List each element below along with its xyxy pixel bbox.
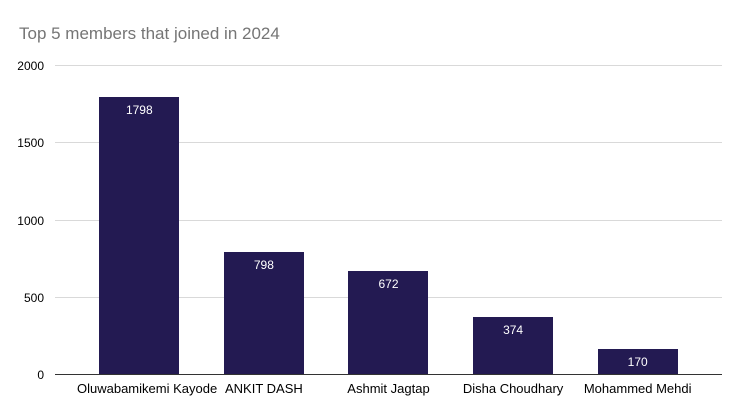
x-axis-category-label: Oluwabamikemi Kayode [77, 381, 218, 396]
gridline [55, 142, 722, 144]
y-axis-tick-label: 500 [23, 290, 44, 305]
bar-slot: 374 [451, 66, 576, 375]
x-axis-baseline [55, 374, 722, 375]
y-axis-tick-label: 1500 [17, 136, 44, 151]
bar-value-label: 1798 [125, 103, 153, 118]
bar-3[interactable]: 672 [348, 271, 429, 375]
chart-title: Top 5 members that joined in 2024 [19, 24, 280, 43]
bar-1[interactable]: 1798 [99, 97, 180, 375]
bar-value-label: 374 [503, 323, 524, 338]
x-axis-labels: Oluwabamikemi Kayode ANKIT DASH Ashmit Jag… [55, 381, 722, 396]
gridline [55, 65, 722, 66]
bar-slot: 170 [575, 66, 700, 375]
gridline [55, 219, 722, 221]
bar-slot: 672 [326, 66, 451, 375]
plot-area: 0 500 1000 1500 2000 1798 798 672 374 170 [17, 60, 722, 381]
y-axis-tick-label: 2000 [17, 59, 44, 73]
bar-value-label: 170 [627, 354, 648, 369]
x-axis-category-label: Mohammed Mehdi [583, 381, 692, 396]
x-axis-category-label: Ashmit Jagtap [347, 381, 430, 396]
bar-4[interactable]: 374 [473, 317, 554, 375]
bar-5[interactable]: 170 [597, 348, 678, 375]
y-axis-tick-label: 0 [37, 368, 44, 382]
y-axis-tick-label: 1000 [17, 213, 44, 228]
bar-slot: 798 [202, 66, 327, 375]
bar-2[interactable]: 798 [223, 251, 304, 375]
x-axis-category-label: Disha Choudhary [462, 381, 564, 396]
x-axis-category-label: ANKIT DASH [225, 381, 303, 396]
bars: 1798 798 672 374 170 [55, 66, 722, 375]
bar-value-label: 672 [378, 277, 399, 292]
bar-slot: 1798 [77, 66, 202, 375]
bar-value-label: 798 [253, 257, 274, 272]
